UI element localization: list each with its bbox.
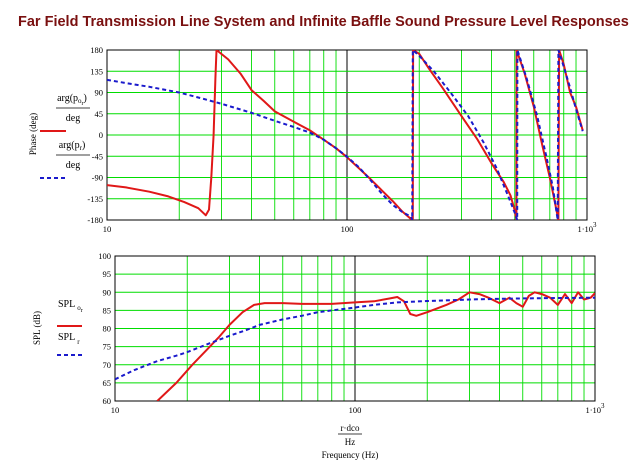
legend-red-spl-label: SPL or xyxy=(58,299,83,314)
y-tick-label: 100 xyxy=(98,251,111,261)
phase-legend: Phase (deg) arg(por) deg arg(pr) deg xyxy=(28,93,90,179)
y-tick-label: 90 xyxy=(103,287,112,297)
y-tick-label: 60 xyxy=(103,396,112,406)
spl-plot: 60 65 70 75 80 85 90 95 100 10 100 1·103 xyxy=(98,251,605,415)
y-tick-label: 75 xyxy=(103,342,112,352)
y-tick-label: -45 xyxy=(92,151,103,161)
svg-text:deg: deg xyxy=(66,160,80,171)
xlabel-num: r·dco xyxy=(341,423,360,433)
y-tick-label: 180 xyxy=(90,45,103,55)
xlabel-den: Hz xyxy=(345,437,356,447)
y-tick-label: -90 xyxy=(92,173,103,183)
legend-blue-spl-label: SPL r xyxy=(58,332,80,346)
svg-text:deg: deg xyxy=(66,113,80,124)
plot-frame xyxy=(106,49,588,221)
spl-legend: SPL (dB) SPL or SPL r xyxy=(32,299,83,356)
y-tick-label: 135 xyxy=(90,66,103,76)
y-tick-label: 65 xyxy=(103,378,112,388)
x-tick-label: 1·103 xyxy=(585,402,605,415)
y-tick-label: 90 xyxy=(95,88,104,98)
plot-frame xyxy=(114,255,596,402)
spl-ylabel: SPL (dB) xyxy=(32,311,42,345)
x-tick-label: 10 xyxy=(103,224,112,234)
y-tick-label: -135 xyxy=(87,194,103,204)
series-line-blue xyxy=(115,296,595,381)
y-tick-label: 0 xyxy=(99,130,103,140)
x-tick-label: 100 xyxy=(341,224,354,234)
phase-ylabel: Phase (deg) xyxy=(28,113,38,155)
x-tick-label: 10 xyxy=(111,405,120,415)
y-tick-label: 45 xyxy=(95,109,104,119)
x-tick-label: 1·103 xyxy=(577,221,597,234)
legend-blue-phase-num: arg(pr) xyxy=(59,140,86,152)
series-line-red xyxy=(156,291,595,401)
spl-xlabel: r·dco Hz Frequency (Hz) xyxy=(322,423,379,460)
y-tick-label: 85 xyxy=(103,305,112,315)
y-tick-label: 70 xyxy=(103,360,112,370)
y-tick-label: -180 xyxy=(87,215,103,225)
x-tick-label: 100 xyxy=(349,405,362,415)
y-tick-label: 80 xyxy=(103,324,112,334)
series-line-red xyxy=(107,50,584,220)
series-line-blue xyxy=(107,50,584,220)
y-tick-label: 95 xyxy=(103,269,112,279)
phase-plot: -180 -135 -90 -45 0 45 90 135 180 10 100 1·103 xyxy=(87,45,597,234)
xlabel-text: Frequency (Hz) xyxy=(322,450,379,460)
legend-red-phase-num: arg(por) xyxy=(57,93,87,107)
chart-title: Far Field Transmission Line System and I… xyxy=(18,14,629,30)
